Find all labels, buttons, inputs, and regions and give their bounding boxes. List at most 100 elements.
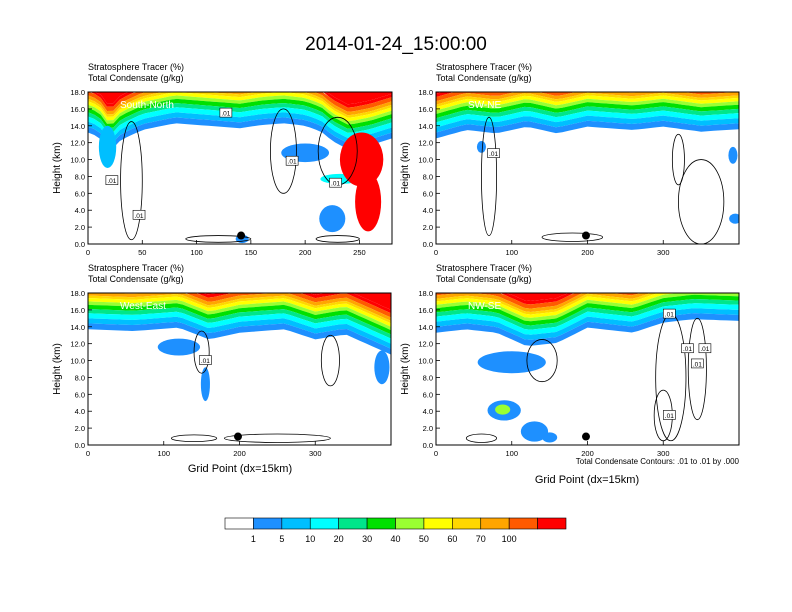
- y-tick-label: 2.0: [423, 424, 433, 433]
- colorbar-label: 5: [279, 534, 284, 544]
- tracer-blob: [157, 338, 201, 356]
- y-tick-label: 14.0: [70, 122, 85, 131]
- contour-label-box: [132, 209, 146, 220]
- tracer-band: [88, 299, 391, 331]
- panel-name: NW-SE: [468, 301, 501, 312]
- x-axis-label-right: Grid Point (dx=15km): [535, 474, 639, 486]
- colorbar-label: 70: [476, 534, 486, 544]
- x-tick-label: 100: [157, 449, 170, 458]
- contour-label-box: [219, 107, 233, 118]
- tracer-blob: [374, 350, 390, 385]
- tracer-blob: [200, 367, 210, 402]
- colorbar: 1 5 10 20 30 40 50 60 70 100: [224, 517, 567, 544]
- tracer-band: [436, 299, 739, 330]
- tracer-blob: [319, 205, 346, 233]
- contour-label: .01: [221, 111, 230, 118]
- location-marker: [237, 231, 246, 240]
- y-tick-label: 6.0: [423, 189, 433, 198]
- tracer-fill: [88, 293, 391, 402]
- location-marker: [581, 432, 590, 441]
- colorbar-swatch: [224, 517, 254, 530]
- x-tick-label: 200: [581, 248, 594, 257]
- contour-label: .01: [665, 413, 674, 420]
- contour-label: .01: [107, 178, 116, 185]
- x-tick-label: 0: [434, 248, 438, 257]
- y-tick-label: 8.0: [75, 373, 85, 382]
- contour-label: .01: [700, 346, 709, 353]
- y-tick-label: 2.0: [75, 424, 85, 433]
- location-marker: [233, 432, 242, 441]
- contour-label-box: [663, 410, 676, 420]
- x-tick-label: 150: [245, 248, 258, 257]
- tracer-band: [436, 110, 739, 128]
- panel-name: West-East: [120, 301, 166, 312]
- y-tick-label: 14.0: [418, 323, 433, 332]
- y-tick-label: 0.0: [75, 441, 85, 450]
- tracer-band: [88, 112, 392, 143]
- tracer-band: [88, 303, 391, 335]
- tracer-band: [436, 92, 739, 108]
- figure-title: 2014-01-24_15:00:00: [305, 34, 487, 55]
- x-tick-label: 100: [190, 248, 203, 257]
- tracer-band: [436, 294, 739, 326]
- condensate-contour: [185, 235, 252, 243]
- x-tick-label: 0: [86, 248, 90, 257]
- y-tick-label: 16.0: [70, 306, 85, 315]
- x-tick-label: 0: [86, 449, 90, 458]
- panel-header-tracer: Stratosphere Tracer (%): [436, 263, 532, 273]
- condensate-contour: [170, 434, 218, 443]
- y-axis-label: Height (km): [400, 142, 411, 194]
- colorbar-label: 50: [419, 534, 429, 544]
- y-tick-label: 8.0: [423, 172, 433, 181]
- contour-label: .01: [201, 358, 210, 365]
- condensate-contours: [170, 330, 340, 443]
- tracer-blob: [355, 172, 382, 232]
- tracer-band: [436, 92, 739, 102]
- tracer-band: [88, 107, 392, 138]
- colorbar-swatch: [480, 517, 510, 530]
- colorbar-swatch: [366, 517, 396, 530]
- tracer-band: [436, 293, 739, 318]
- tracer-band: [436, 120, 739, 139]
- condensate-contour: [315, 235, 360, 243]
- condensate-contour: [541, 232, 604, 242]
- y-tick-label: 12.0: [70, 139, 85, 148]
- contour-label-box: [691, 358, 704, 369]
- contour-label: .01: [683, 346, 692, 353]
- x-tick-label: 100: [505, 449, 518, 458]
- y-tick-label: 18.0: [70, 289, 85, 298]
- contour-label-box: [285, 155, 299, 166]
- colorbar-swatch: [395, 517, 425, 530]
- y-tick-label: 10.0: [70, 156, 85, 165]
- y-tick-label: 6.0: [75, 189, 85, 198]
- tracer-blob: [339, 132, 384, 187]
- tracer-band: [88, 117, 392, 149]
- y-axis-label: Height (km): [400, 343, 411, 395]
- tracer-blob: [542, 432, 558, 443]
- location-marker: [581, 231, 590, 240]
- y-tick-label: 16.0: [418, 105, 433, 114]
- contour-label-box: [663, 308, 676, 319]
- y-tick-label: 0.0: [75, 240, 85, 249]
- condensate-contour: [269, 108, 297, 194]
- tracer-band: [436, 293, 739, 322]
- tracer-blob: [98, 125, 117, 168]
- panel-name: South-North: [120, 100, 174, 111]
- colorbar-swatch: [338, 517, 368, 530]
- condensate-contour: [193, 330, 210, 374]
- contour-label-box: [329, 177, 342, 188]
- colorbar-swatch: [309, 517, 339, 530]
- tracer-blob: [477, 351, 546, 374]
- panel-header-condensate: Total Condensate (g/kg): [88, 73, 184, 83]
- tracer-band: [88, 92, 392, 112]
- x-tick-label: 200: [581, 449, 594, 458]
- y-tick-label: 8.0: [423, 373, 433, 382]
- y-tick-label: 12.0: [418, 139, 433, 148]
- x-tick-label: 0: [434, 449, 438, 458]
- x-tick-label: 250: [353, 248, 366, 257]
- tracer-band: [88, 321, 391, 355]
- tracer-band: [88, 316, 391, 349]
- y-tick-label: 16.0: [70, 105, 85, 114]
- tracer-band: [436, 293, 739, 312]
